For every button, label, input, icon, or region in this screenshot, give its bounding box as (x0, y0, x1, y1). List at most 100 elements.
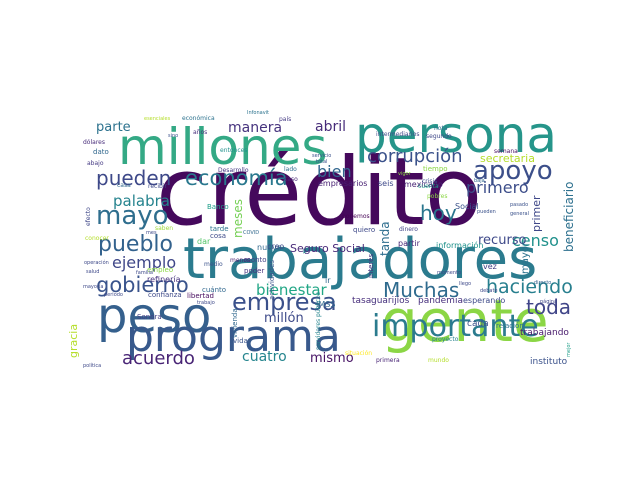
word: tanda (378, 221, 392, 256)
word: hoy (420, 201, 457, 225)
word: Seguro Social (290, 242, 365, 255)
word: beneficiario (562, 181, 576, 252)
word: Muchas (383, 278, 460, 302)
word: apoyo (473, 156, 553, 186)
word: dólares (83, 139, 105, 146)
word: tiempo (423, 165, 448, 173)
word: censo (512, 231, 559, 250)
word: proyecto (432, 336, 459, 343)
word: recurso (478, 233, 527, 248)
word: gracia (67, 323, 80, 358)
word: trabajadores (183, 227, 538, 292)
word: momento (437, 270, 462, 276)
word: dar (197, 237, 211, 246)
word: trabajo (197, 300, 215, 306)
word: millones (118, 118, 328, 176)
word: saben (155, 225, 174, 232)
word: esperando (463, 296, 506, 305)
word: cuenta (418, 183, 439, 190)
word: ir (325, 276, 331, 285)
word: Banco (207, 203, 229, 211)
word: dinero (399, 226, 418, 233)
word: bienestar (256, 281, 327, 299)
word: corrupción (367, 146, 463, 167)
word: primera (376, 357, 400, 364)
word: años (193, 129, 208, 136)
word: baja (474, 178, 485, 184)
word: tarde (210, 225, 229, 233)
word: IMSS (316, 300, 336, 309)
word: tasa (352, 296, 372, 306)
word: pueblo (98, 232, 173, 257)
word: periodo (104, 292, 123, 298)
word: familia (136, 270, 153, 276)
word: economía (185, 166, 288, 190)
word: palabra (113, 192, 170, 210)
word: económica (182, 115, 215, 122)
word: vida (233, 337, 248, 345)
word: monto (244, 256, 267, 264)
word: sino (168, 133, 179, 139)
word: recibir (148, 183, 167, 190)
word: menos (230, 257, 251, 264)
word: primero (466, 178, 529, 197)
word: instituto (530, 357, 568, 367)
word: haciendo (486, 276, 573, 298)
word: programa (126, 311, 341, 362)
word: política (83, 363, 102, 369)
word: efecto (85, 207, 92, 226)
word: vivienda (231, 308, 239, 338)
word: Sonora (137, 313, 162, 321)
word: nueva (257, 243, 282, 252)
word: podemos (342, 213, 370, 220)
word: servicio (312, 153, 332, 159)
word: mayo (96, 201, 169, 231)
word: pobres (427, 193, 448, 200)
word: guarijíos (371, 296, 410, 306)
word: mundo (428, 357, 449, 364)
word: cada (467, 319, 489, 329)
word: seis (378, 179, 394, 188)
word: país (279, 116, 292, 123)
word: conocer (85, 235, 109, 242)
word: COVID (243, 230, 260, 236)
word: página (540, 299, 558, 305)
word: trabajando (520, 328, 569, 338)
word: toda (526, 295, 572, 319)
word: bien (317, 162, 352, 181)
word: relación (496, 322, 524, 330)
word: mexicano (404, 180, 443, 189)
word: millón (264, 311, 304, 326)
word: partir (398, 239, 420, 248)
word: empresa (232, 288, 337, 316)
word: pandemia (418, 296, 463, 306)
word: confianza (148, 291, 182, 299)
word: importante (372, 309, 539, 344)
word: secretaria (480, 152, 535, 165)
word: pasado (510, 202, 529, 208)
word: pueden (477, 209, 496, 215)
word: manera (228, 120, 283, 136)
word: información (436, 241, 484, 250)
word: mejor (566, 342, 572, 357)
word: vigor (398, 171, 411, 177)
word: directo (534, 280, 552, 286)
word: creo (267, 242, 285, 251)
word: pueden (96, 166, 172, 190)
word: total (316, 159, 328, 165)
word: empleo (147, 266, 174, 274)
word: operación (84, 260, 109, 266)
word: general (510, 211, 530, 217)
word: ejemplo (112, 253, 177, 272)
word: medio (204, 261, 223, 268)
word: mayoría (83, 284, 104, 290)
word: parte (96, 120, 131, 135)
word: Social (455, 202, 479, 211)
word: refinería (147, 275, 181, 284)
word: servidores públicos (315, 292, 322, 350)
word: Desarrollo (218, 167, 249, 174)
word: abril (315, 119, 347, 135)
word: persona (355, 106, 558, 164)
word: Infonavit (247, 110, 270, 116)
